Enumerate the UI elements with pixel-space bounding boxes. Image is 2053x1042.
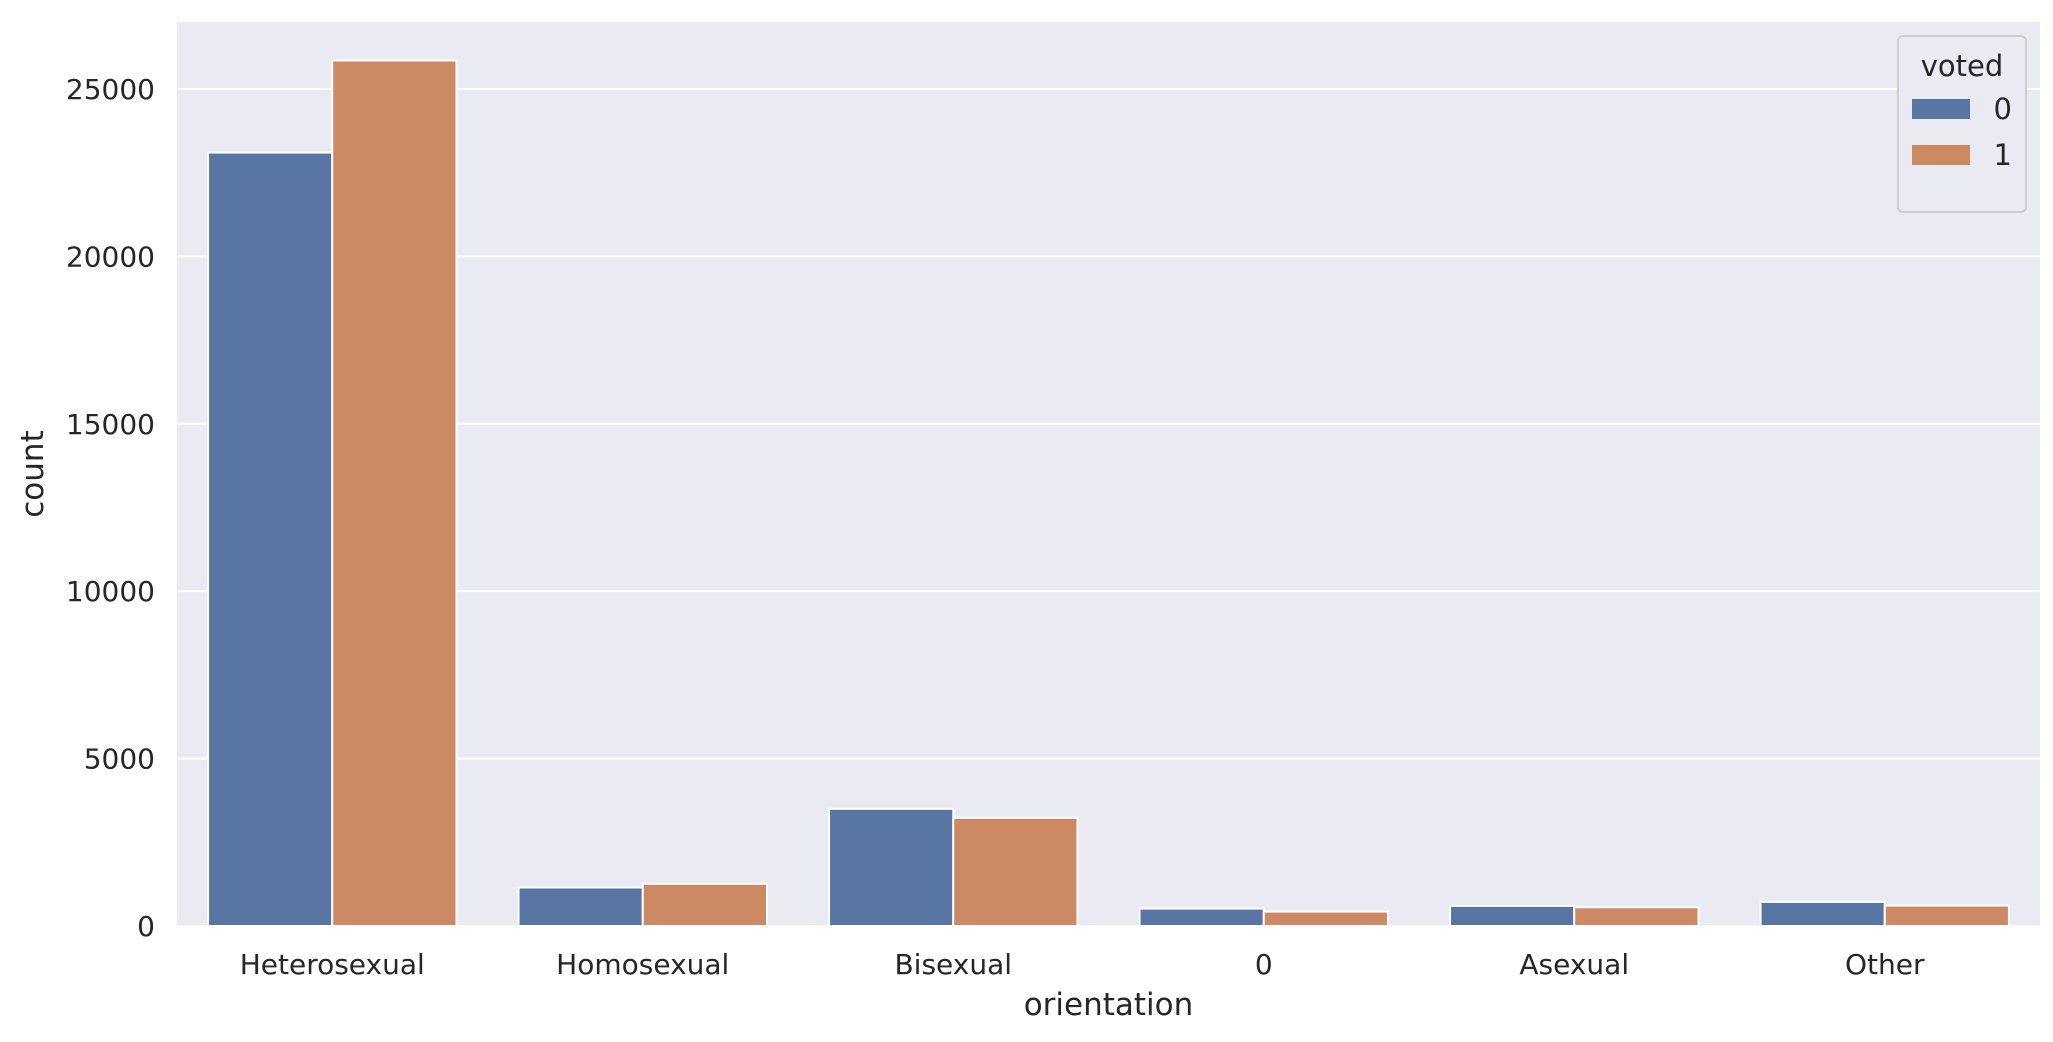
x-tick-labels: Heterosexual Homosexual Bisexual 0 Asexual Ot…	[240, 948, 1925, 981]
legend-title: voted	[1921, 49, 2004, 83]
x-axis-label: orientation	[1024, 987, 1194, 1023]
y-tick-label: 25000	[66, 73, 155, 106]
legend-swatch	[1912, 99, 1970, 119]
y-tick-label: 0	[137, 910, 155, 943]
plot-background	[177, 22, 2040, 926]
bar-voted-1-0	[1262, 910, 1389, 928]
y-tick-label: 5000	[84, 743, 155, 776]
x-tick-label: Heterosexual	[240, 948, 425, 981]
bar-voted-0-bisexual	[828, 807, 955, 928]
legend-swatch	[1912, 145, 1970, 165]
y-tick-label: 20000	[66, 240, 155, 273]
x-tick-label: Bisexual	[894, 948, 1012, 981]
y-tick-label: 15000	[66, 408, 155, 441]
x-tick-label: Asexual	[1519, 948, 1629, 981]
x-tick-label: Homosexual	[556, 948, 729, 981]
legend-frame	[1897, 35, 2027, 213]
bars	[207, 59, 2010, 928]
grid-lines	[177, 87, 2040, 927]
y-tick-label: 10000	[66, 575, 155, 608]
legend: voted 01	[1897, 35, 2027, 213]
bar-voted-0-other	[1759, 900, 1886, 927]
y-tick-labels: 0 5000 10000 15000 20000 25000	[66, 73, 155, 943]
x-tick-label: Other	[1845, 948, 1925, 981]
legend-label: 0	[1994, 92, 2012, 126]
bar-voted-0-0	[1138, 907, 1265, 927]
bar-voted-0-asexual	[1449, 904, 1576, 928]
bar-voted-1-heterosexual	[331, 59, 458, 927]
bar-voted-1-bisexual	[952, 816, 1079, 927]
y-axis-label: count	[15, 430, 51, 517]
legend-label: 1	[1994, 138, 2012, 172]
bar-voted-1-asexual	[1573, 906, 1700, 927]
legend-items: 01	[1912, 92, 2012, 172]
bar-voted-0-heterosexual	[207, 151, 334, 928]
bar-voted-1-homosexual	[641, 882, 768, 928]
bar-voted-0-homosexual	[517, 886, 644, 927]
bar-voted-1-other	[1883, 904, 2010, 927]
x-tick-label: 0	[1255, 948, 1273, 981]
